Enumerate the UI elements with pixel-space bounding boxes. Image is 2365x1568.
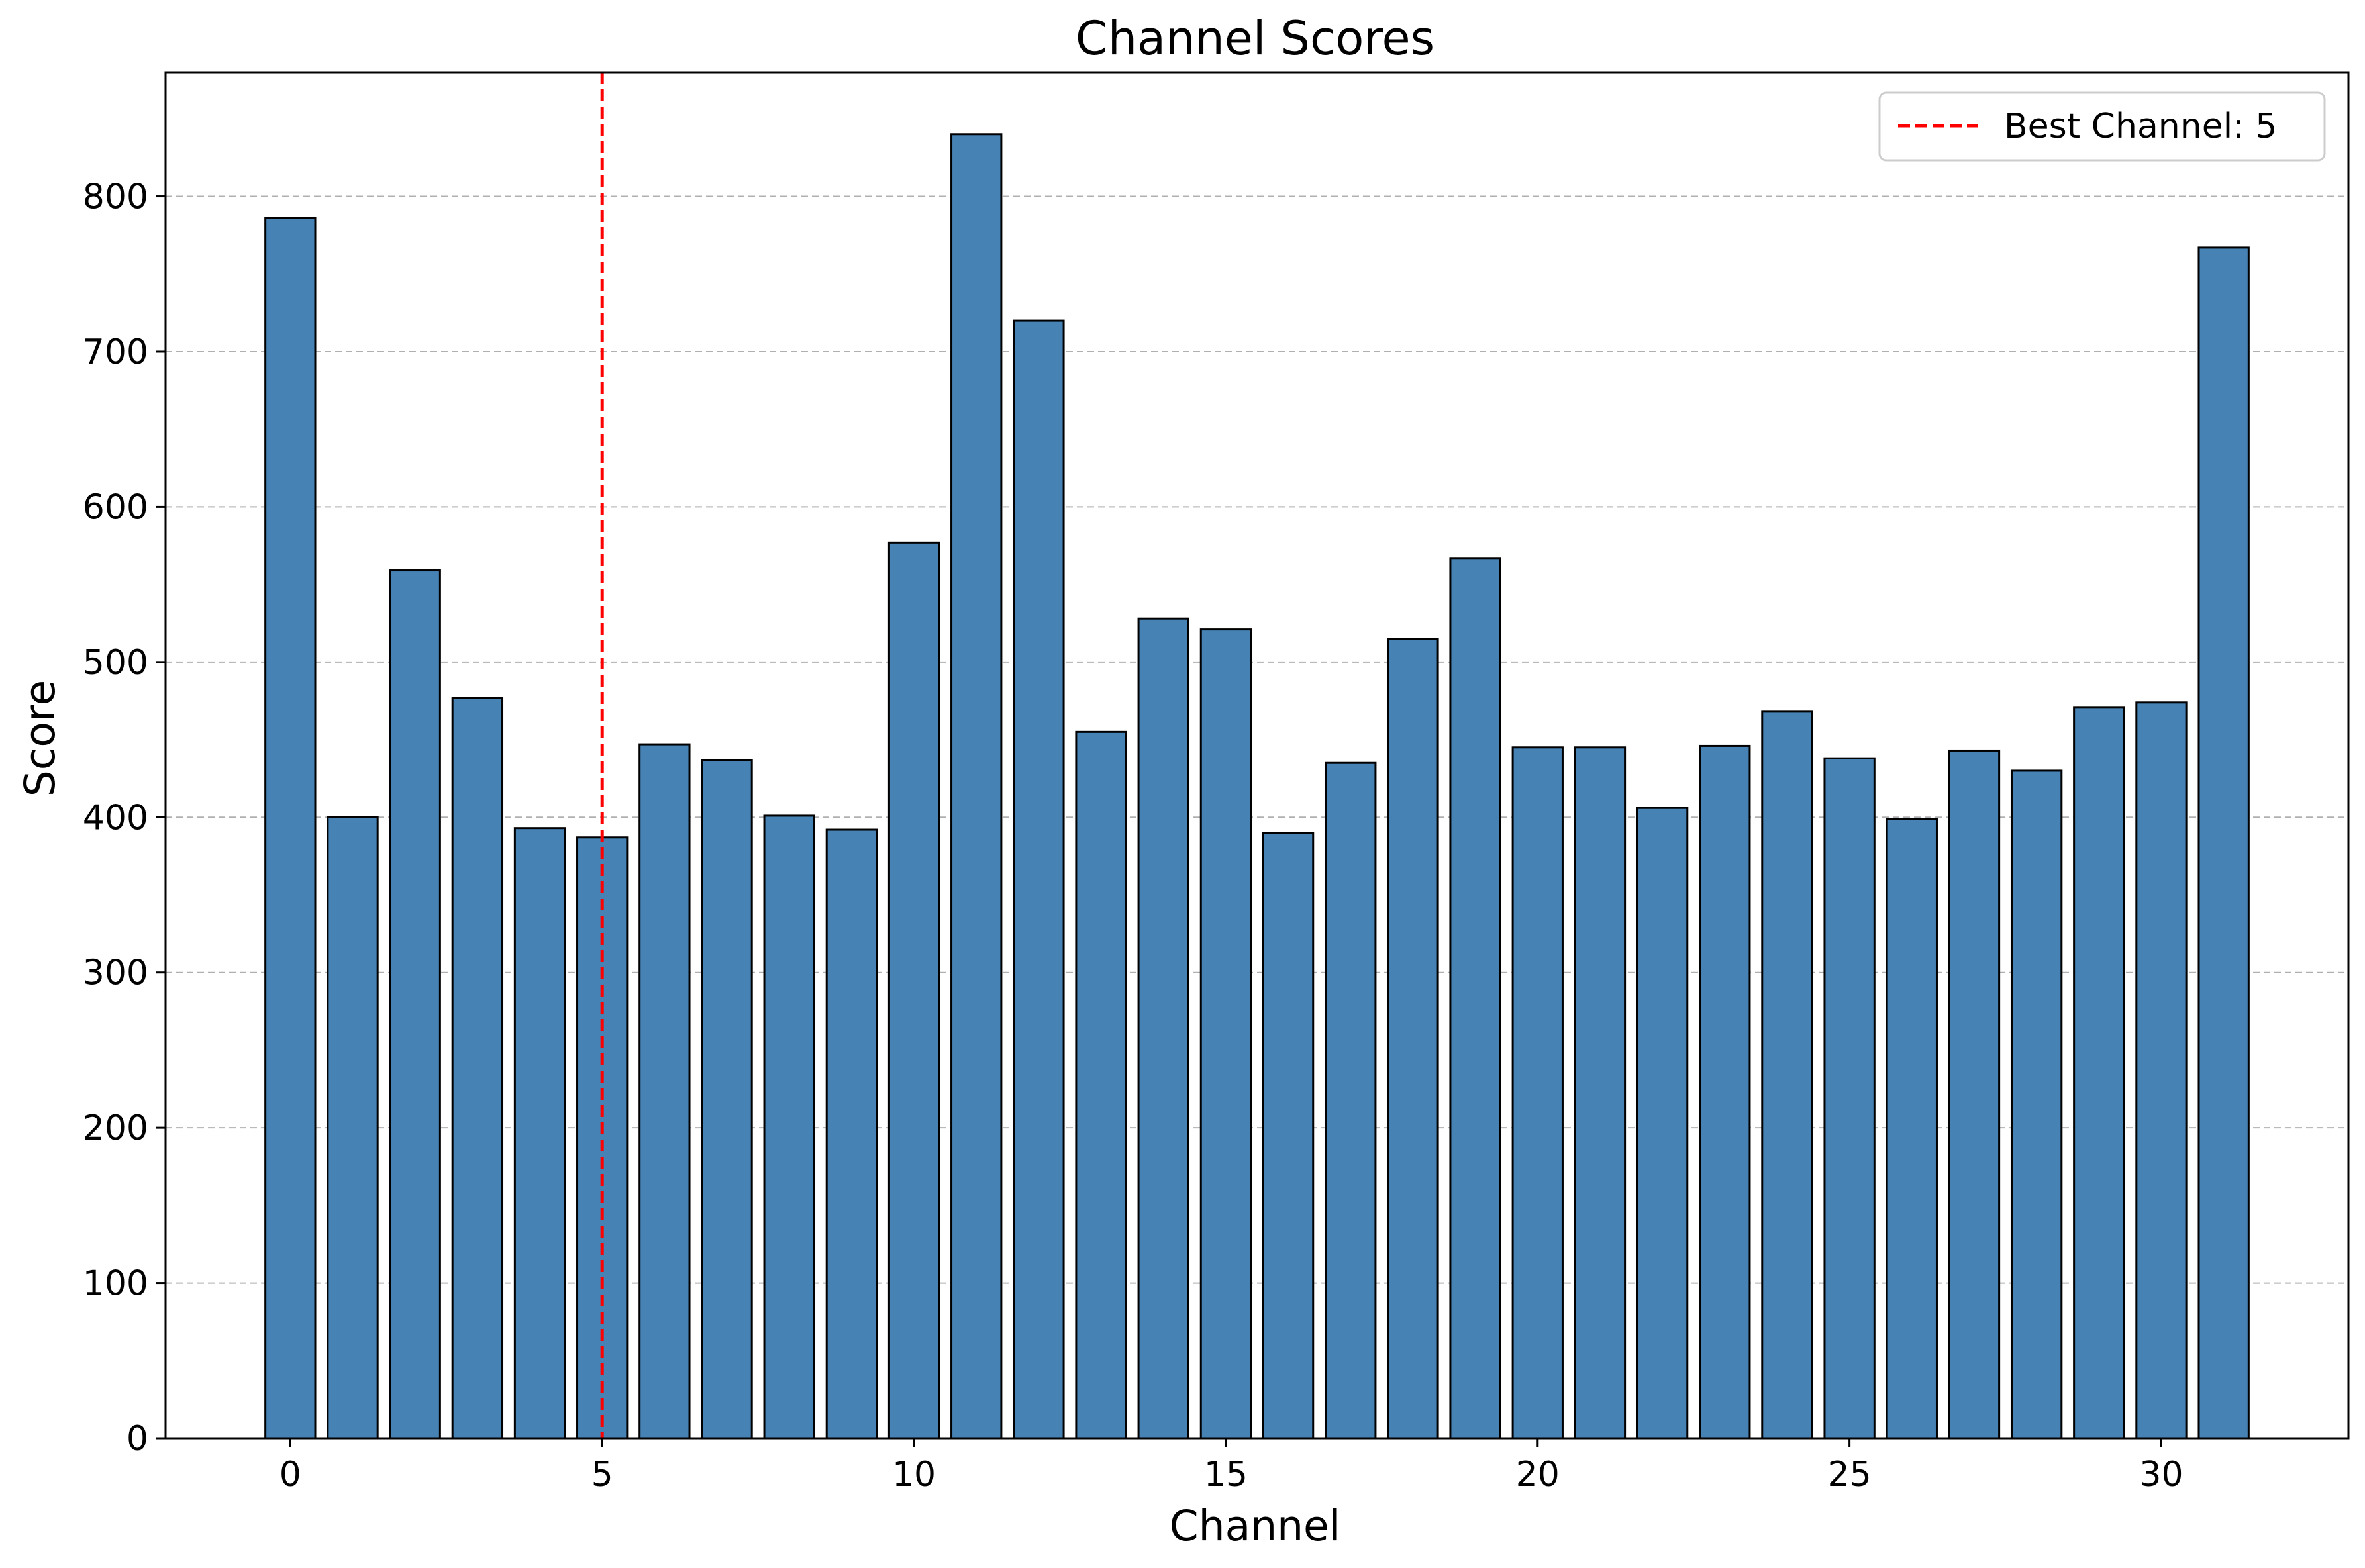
y-tick-label: 200 — [83, 1108, 148, 1148]
x-tick-label: 0 — [279, 1455, 301, 1494]
bar-channel-1 — [327, 816, 379, 1440]
bar-channel-2 — [389, 569, 441, 1440]
bar-channel-11 — [950, 133, 1003, 1440]
legend-box — [1878, 91, 2326, 162]
y-tick-label: 500 — [83, 643, 148, 683]
bar-channel-26 — [1886, 818, 1938, 1440]
y-tick-label: 600 — [83, 487, 148, 527]
bar-channel-22 — [1636, 807, 1689, 1440]
x-axis-label: Channel — [1170, 1502, 1341, 1550]
bar-channel-15 — [1199, 628, 1252, 1440]
bar-channel-19 — [1449, 557, 1501, 1440]
bar-channel-18 — [1387, 638, 1439, 1440]
y-tick-label: 100 — [83, 1264, 148, 1304]
x-tick-label: 30 — [2139, 1455, 2183, 1494]
bars — [264, 133, 2250, 1440]
y-tick-label: 0 — [126, 1419, 148, 1459]
chart-title: Channel Scores — [1076, 11, 1434, 66]
bar-channel-10 — [887, 541, 940, 1440]
bar-channel-13 — [1075, 730, 1127, 1440]
bar-channel-3 — [451, 697, 504, 1440]
x-tick-label: 5 — [591, 1455, 613, 1494]
legend: Best Channel: 5 — [1878, 91, 2326, 162]
x-axis-ticks: 0 5 10 15 20 25 30 — [279, 1438, 2184, 1494]
legend-label: Best Channel: 5 — [2004, 107, 2277, 146]
bar-channel-30 — [2135, 701, 2188, 1440]
bar-channel-7 — [701, 759, 753, 1440]
y-tick-label: 700 — [83, 332, 148, 372]
x-tick-label: 20 — [1516, 1455, 1560, 1494]
bar-channel-0 — [264, 217, 317, 1440]
bar-channel-12 — [1013, 319, 1065, 1440]
plot-frame — [164, 71, 2350, 1440]
bar-channel-20 — [1511, 746, 1564, 1440]
bar-channel-6 — [638, 743, 691, 1440]
y-tick-label: 400 — [83, 798, 148, 838]
y-axis-label: Score — [16, 680, 64, 797]
bar-channel-8 — [763, 814, 815, 1440]
x-tick-label: 10 — [892, 1455, 936, 1494]
y-tick-label: 800 — [83, 177, 148, 217]
bar-channel-25 — [1823, 757, 1876, 1440]
bar-channel-17 — [1325, 761, 1377, 1440]
bar-channel-14 — [1137, 617, 1189, 1440]
bar-channel-4 — [513, 827, 566, 1440]
bar-channel-9 — [825, 828, 878, 1440]
bar-channel-27 — [1948, 749, 2001, 1440]
bar-channel-23 — [1699, 744, 1751, 1440]
bar-channel-16 — [1262, 832, 1315, 1440]
y-axis-ticks: 0 100 200 300 400 500 600 700 800 — [83, 177, 166, 1459]
y-tick-label: 300 — [83, 954, 148, 993]
bar-channel-29 — [2073, 706, 2125, 1440]
bar-channel-31 — [2197, 246, 2250, 1440]
bar-channel-24 — [1761, 710, 1813, 1440]
bar-channel-21 — [1574, 746, 1627, 1440]
x-tick-label: 25 — [1828, 1455, 1872, 1494]
x-tick-label: 15 — [1204, 1455, 1248, 1494]
bar-channel-28 — [2010, 769, 2063, 1440]
